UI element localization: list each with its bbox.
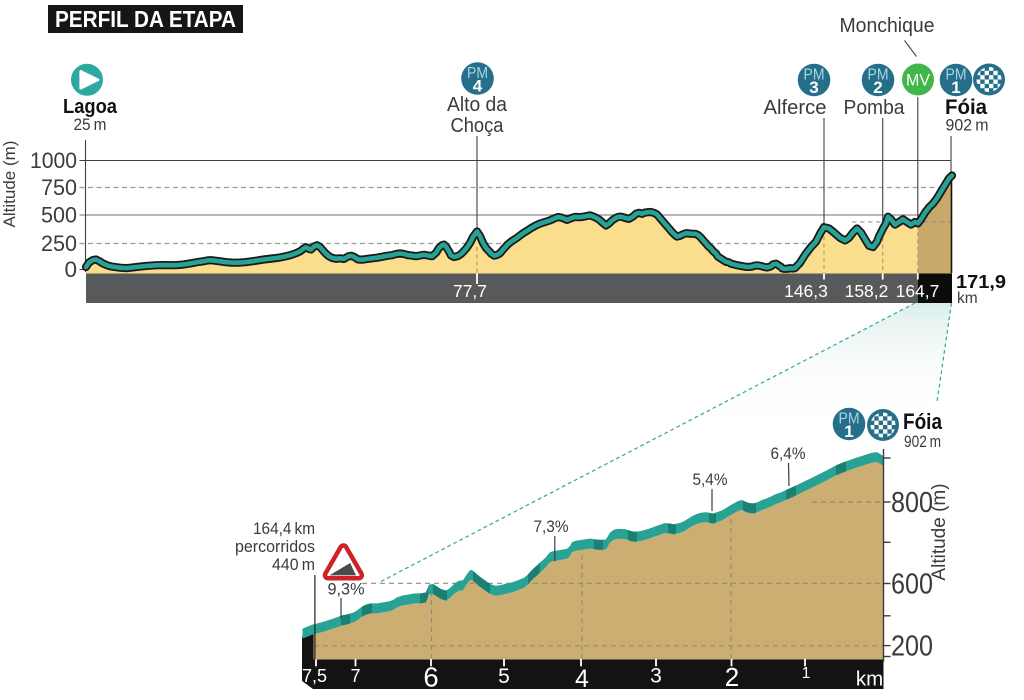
svg-text:77,7: 77,7 [453,281,487,301]
svg-text:750: 750 [41,175,77,200]
svg-text:171,9: 171,9 [956,271,1006,292]
svg-text:Choça: Choça [451,114,505,137]
svg-text:5: 5 [498,665,510,688]
svg-text:1: 1 [951,78,960,97]
svg-text:PM: PM [946,67,967,84]
svg-text:600: 600 [891,569,933,601]
svg-text:0: 0 [64,257,77,282]
svg-text:7,3%: 7,3% [534,517,569,536]
svg-text:PM: PM [839,411,860,428]
svg-text:Alto da: Alto da [447,93,508,116]
svg-text:Lagoa: Lagoa [63,95,118,118]
svg-text:9,3%: 9,3% [328,580,365,599]
svg-text:3: 3 [650,665,662,688]
svg-text:1: 1 [844,422,853,441]
svg-text:500: 500 [41,203,77,228]
svg-text:800: 800 [891,487,933,519]
svg-text:146,3: 146,3 [784,281,828,301]
svg-text:PM: PM [467,65,488,82]
svg-text:164,7: 164,7 [896,281,940,301]
svg-text:902 m: 902 m [904,432,941,451]
svg-text:1000: 1000 [30,148,77,173]
svg-text:Altitude (m): Altitude (m) [0,141,19,228]
svg-text:Pomba: Pomba [844,96,906,119]
svg-text:164,4 km: 164,4 km [253,520,315,538]
svg-text:km: km [957,290,978,307]
svg-text:2: 2 [873,78,882,97]
svg-text:6,4%: 6,4% [771,444,806,463]
svg-text:250: 250 [41,231,77,256]
svg-text:4: 4 [473,77,483,96]
svg-text:percorridos: percorridos [235,538,315,556]
svg-text:25 m: 25 m [74,115,107,134]
svg-text:PM: PM [868,67,889,84]
svg-text:Fóia: Fóia [903,409,943,434]
svg-text:5,4%: 5,4% [693,470,728,489]
svg-text:440 m: 440 m [272,556,315,574]
svg-text:Alferce: Alferce [764,96,827,119]
svg-text:km: km [856,668,883,691]
svg-text:158,2: 158,2 [845,281,889,301]
svg-text:6: 6 [423,662,438,693]
svg-text:2: 2 [725,662,739,692]
svg-text:1: 1 [802,665,811,682]
svg-text:Monchique: Monchique [840,14,935,37]
svg-text:PERFIL DA ETAPA: PERFIL DA ETAPA [55,6,236,32]
svg-text:200: 200 [891,631,933,663]
svg-text:PM: PM [804,67,825,84]
svg-text:7,5: 7,5 [302,666,327,686]
svg-text:Altitude (m): Altitude (m) [929,483,950,580]
svg-text:902 m: 902 m [946,116,989,135]
svg-text:Fóia: Fóia [945,96,987,119]
svg-text:MV: MV [906,71,931,90]
svg-text:7: 7 [350,666,360,686]
svg-text:3: 3 [809,78,818,97]
svg-text:4: 4 [575,665,589,693]
